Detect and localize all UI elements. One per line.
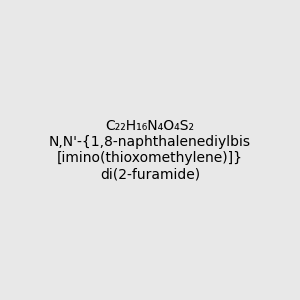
Text: C₂₂H₁₆N₄O₄S₂
N,N'-{1,8-naphthalenediylbis
[imino(thioxomethylene)]}
di(2-furamid: C₂₂H₁₆N₄O₄S₂ N,N'-{1,8-naphthalenediylbi… xyxy=(49,119,251,181)
